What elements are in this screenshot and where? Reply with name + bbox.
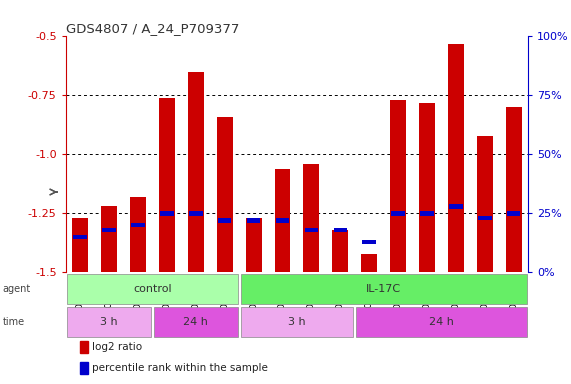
Text: 3 h: 3 h [100, 317, 118, 327]
Text: time: time [3, 317, 25, 327]
Bar [391, 211, 405, 215]
Text: IL-17C: IL-17C [366, 284, 401, 294]
Text: 3 h: 3 h [288, 317, 305, 327]
Bar [246, 218, 262, 273]
Bar [73, 235, 87, 239]
Text: control: control [133, 284, 172, 294]
Bar [477, 136, 493, 273]
Bar [130, 197, 146, 273]
Bar [448, 43, 464, 273]
Bar [449, 204, 463, 209]
Text: 24 h: 24 h [183, 317, 208, 327]
Bar [72, 218, 88, 273]
FancyBboxPatch shape [67, 307, 151, 337]
Bar [361, 253, 377, 273]
Bar [79, 341, 88, 353]
Bar [276, 218, 289, 223]
FancyBboxPatch shape [67, 274, 238, 304]
Bar [478, 216, 492, 220]
Text: percentile rank within the sample: percentile rank within the sample [93, 363, 268, 373]
Bar [332, 230, 348, 273]
Bar [131, 223, 144, 227]
FancyBboxPatch shape [356, 307, 526, 337]
FancyBboxPatch shape [154, 307, 238, 337]
Bar [102, 228, 116, 232]
Bar [218, 218, 231, 223]
Bar [363, 240, 376, 244]
Bar [303, 164, 319, 273]
Bar [304, 228, 318, 232]
Text: 24 h: 24 h [429, 317, 454, 327]
Bar [79, 362, 88, 374]
Bar [188, 72, 204, 273]
FancyBboxPatch shape [240, 274, 526, 304]
FancyBboxPatch shape [240, 307, 353, 337]
Bar [420, 211, 434, 215]
Text: GDS4807 / A_24_P709377: GDS4807 / A_24_P709377 [66, 22, 239, 35]
Bar [390, 100, 406, 273]
Bar [101, 207, 117, 273]
Bar [159, 98, 175, 273]
Bar [333, 228, 347, 232]
Bar [217, 117, 232, 273]
Bar [160, 211, 174, 215]
Text: agent: agent [3, 284, 31, 294]
Bar [189, 211, 203, 215]
Bar [419, 103, 435, 273]
Bar [506, 107, 522, 273]
Text: log2 ratio: log2 ratio [93, 342, 143, 352]
Bar [247, 218, 260, 223]
Bar [507, 211, 521, 215]
Bar [275, 169, 291, 273]
